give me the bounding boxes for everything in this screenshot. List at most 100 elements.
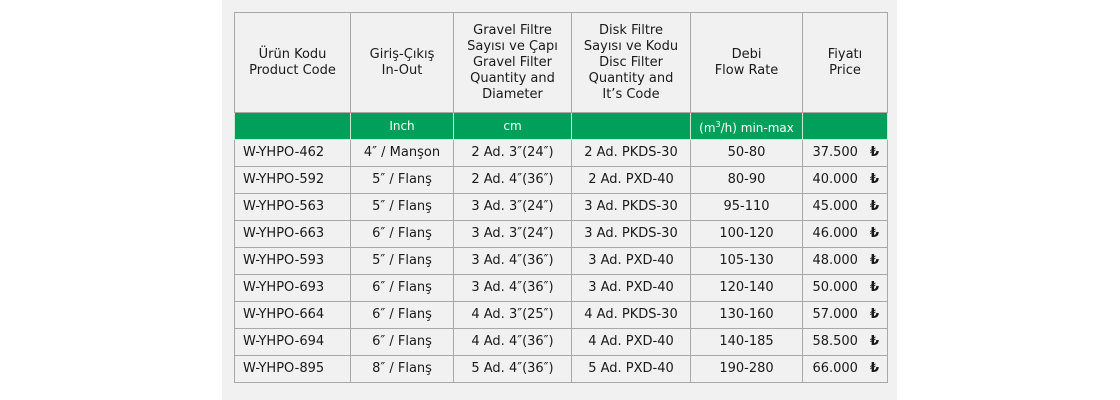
cell-flow: 95-110 [690,193,803,221]
header-line: Flow Rate [714,62,779,78]
table-row: W-YHPO-592 5″ / Flanş 2 Ad. 4″(36″) 2 Ad. P… [234,166,888,194]
price-value: 46.000 [812,226,858,241]
table-row: W-YHPO-663 6″ / Flanş 3 Ad. 3″(24″) 3 Ad. P… [234,220,888,248]
header-line: Fiyatı [827,46,863,62]
cell-price: 57.000 ₺ [802,301,888,329]
cell-disc: 3 Ad. PXD-40 [571,274,691,302]
cell-flow: 120-140 [690,274,803,302]
header-line: In-Out [381,62,423,78]
units-cell-disc [571,112,691,140]
header-line: Sayısı ve Çapı [467,38,558,54]
cell-price: 40.000 ₺ [802,166,888,194]
cell-gravel: 3 Ad. 3″(24″) [453,193,572,221]
cell-inout: 8″ / Flanş [350,355,454,383]
cell-disc: 4 Ad. PKDS-30 [571,301,691,329]
cell-flow: 130-160 [690,301,803,329]
table-row: W-YHPO-895 8″ / Flanş 5 Ad. 4″(36″) 5 Ad. P… [234,355,888,383]
cell-price: 50.000 ₺ [802,274,888,302]
header-row: Ürün Kodu Product Code Giriş-Çıkış In-Out Gr… [234,12,888,113]
cell-code: W-YHPO-593 [234,247,351,275]
lira-icon: ₺ [869,253,879,268]
cell-price: 37.500 ₺ [802,139,888,167]
cell-disc: 4 Ad. PXD-40 [571,328,691,356]
cell-code: W-YHPO-563 [234,193,351,221]
lira-icon: ₺ [869,361,879,376]
cell-code: W-YHPO-592 [234,166,351,194]
flow-unit-sup: 3 [715,119,721,129]
price-value: 66.000 [812,361,858,376]
lira-icon: ₺ [869,226,879,241]
cell-price: 66.000 ₺ [802,355,888,383]
lira-icon: ₺ [869,307,879,322]
cell-disc: 3 Ad. PKDS-30 [571,193,691,221]
cell-inout: 6″ / Flanş [350,220,454,248]
cell-disc: 3 Ad. PKDS-30 [571,220,691,248]
header-line: Gravel Filter [472,54,552,70]
cell-code: W-YHPO-895 [234,355,351,383]
header-line: Quantity and [470,70,555,86]
header-line: Sayısı ve Kodu [583,38,679,54]
table-row: W-YHPO-563 5″ / Flanş 3 Ad. 3″(24″) 3 Ad. P… [234,193,888,221]
header-line: Disk Filtre [599,22,663,38]
price-value: 40.000 [812,172,858,187]
header-price: Fiyatı Price [802,12,888,113]
units-row: Inch cm (m3/h) min-max [234,112,888,140]
lira-icon: ₺ [869,280,879,295]
units-cell-price [802,112,888,140]
cell-inout: 5″ / Flanş [350,193,454,221]
price-value: 45.000 [812,199,858,214]
header-line: Quantity and [588,70,674,86]
header-line: Debi [731,46,762,62]
lira-icon: ₺ [869,145,879,160]
cell-price: 45.000 ₺ [802,193,888,221]
cell-gravel: 3 Ad. 4″(36″) [453,274,572,302]
table-row: W-YHPO-694 6″ / Flanş 4 Ad. 4″(36″) 4 Ad. P… [234,328,888,356]
cell-code: W-YHPO-664 [234,301,351,329]
units-cell-gravel: cm [453,112,572,140]
table-row: W-YHPO-462 4″ / Manşon 2 Ad. 3″(24″) 2 Ad. … [234,139,888,167]
cell-inout: 6″ / Flanş [350,301,454,329]
units-cell-flow: (m3/h) min-max [690,112,803,140]
header-line: It’s Code [602,86,660,102]
cell-gravel: 3 Ad. 4″(36″) [453,247,572,275]
table-row: W-YHPO-593 5″ / Flanş 3 Ad. 4″(36″) 3 Ad. P… [234,247,888,275]
cell-gravel: 5 Ad. 4″(36″) [453,355,572,383]
header-line: Disc Filter [599,54,663,70]
cell-code: W-YHPO-462 [234,139,351,167]
flow-unit-pre: (m [699,120,716,135]
header-flow-rate: Debi Flow Rate [690,12,803,113]
header-line: Price [829,62,861,78]
header-product-code: Ürün Kodu Product Code [234,12,351,113]
cell-inout: 6″ / Flanş [350,328,454,356]
header-gravel-filter: Gravel Filtre Sayısı ve Çapı Gravel Filter… [453,12,572,113]
header-in-out: Giriş-Çıkış In-Out [350,12,454,113]
header-line: Gravel Filtre [473,22,552,38]
cell-gravel: 2 Ad. 4″(36″) [453,166,572,194]
price-value: 48.000 [812,253,858,268]
table-row: W-YHPO-693 6″ / Flanş 3 Ad. 4″(36″) 3 Ad. P… [234,274,888,302]
cell-price: 58.500 ₺ [802,328,888,356]
cell-gravel: 2 Ad. 3″(24″) [453,139,572,167]
lira-icon: ₺ [869,172,879,187]
table-row: W-YHPO-664 6″ / Flanş 4 Ad. 3″(25″) 4 Ad. P… [234,301,888,329]
flow-unit-post: /h) min-max [720,120,794,135]
units-cell-code [234,112,351,140]
cell-disc: 3 Ad. PXD-40 [571,247,691,275]
header-disc-filter: Disk Filtre Sayısı ve Kodu Disc Filter Quan… [571,12,691,113]
cell-gravel: 4 Ad. 4″(36″) [453,328,572,356]
cell-disc: 2 Ad. PKDS-30 [571,139,691,167]
cell-code: W-YHPO-694 [234,328,351,356]
lira-icon: ₺ [869,334,879,349]
cell-flow: 140-185 [690,328,803,356]
cell-disc: 2 Ad. PXD-40 [571,166,691,194]
price-value: 50.000 [812,280,858,295]
cell-inout: 5″ / Flanş [350,166,454,194]
price-value: 37.500 [812,145,858,160]
cell-gravel: 4 Ad. 3″(25″) [453,301,572,329]
cell-inout: 5″ / Flanş [350,247,454,275]
price-value: 58.500 [812,334,858,349]
cell-flow: 105-130 [690,247,803,275]
cell-price: 46.000 ₺ [802,220,888,248]
price-table: Ürün Kodu Product Code Giriş-Çıkış In-Out Gr… [234,12,888,383]
cell-code: W-YHPO-663 [234,220,351,248]
